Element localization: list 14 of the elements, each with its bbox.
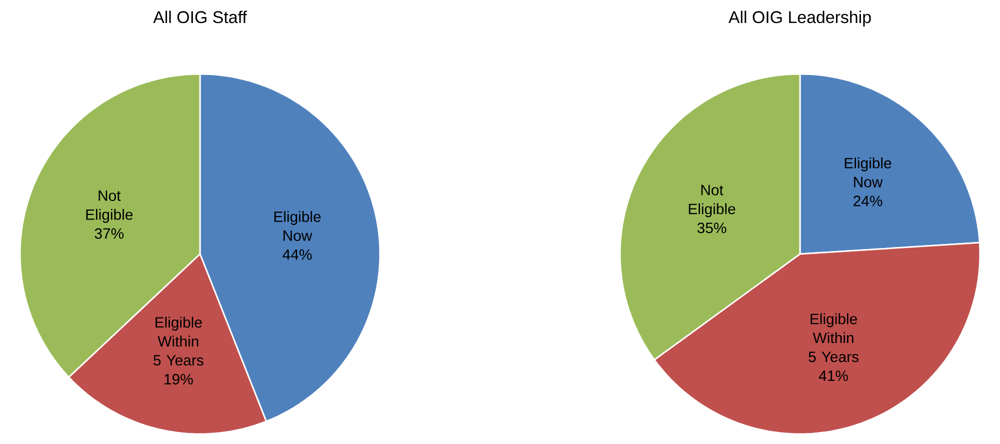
data-label: 19% xyxy=(164,374,193,384)
chart-title: All OIG Staff xyxy=(153,10,247,24)
data-label: 44% xyxy=(282,249,312,260)
data-label: 35% xyxy=(697,222,726,234)
slice-label: Eligible Within 5 Years xyxy=(808,313,858,362)
slice-label: Not Eligible xyxy=(86,190,133,223)
data-label: 37% xyxy=(94,228,124,239)
data-label: 24% xyxy=(854,196,882,206)
slice-label: Eligible Now xyxy=(844,157,892,188)
chart-title: All OIG Leadership xyxy=(728,10,871,27)
slice-label: Not Eligible xyxy=(688,184,736,218)
slice-label: Eligible Within 5 Years xyxy=(154,316,204,366)
slice-label: Eligible Now xyxy=(274,211,321,241)
data-label: 41% xyxy=(818,370,848,381)
